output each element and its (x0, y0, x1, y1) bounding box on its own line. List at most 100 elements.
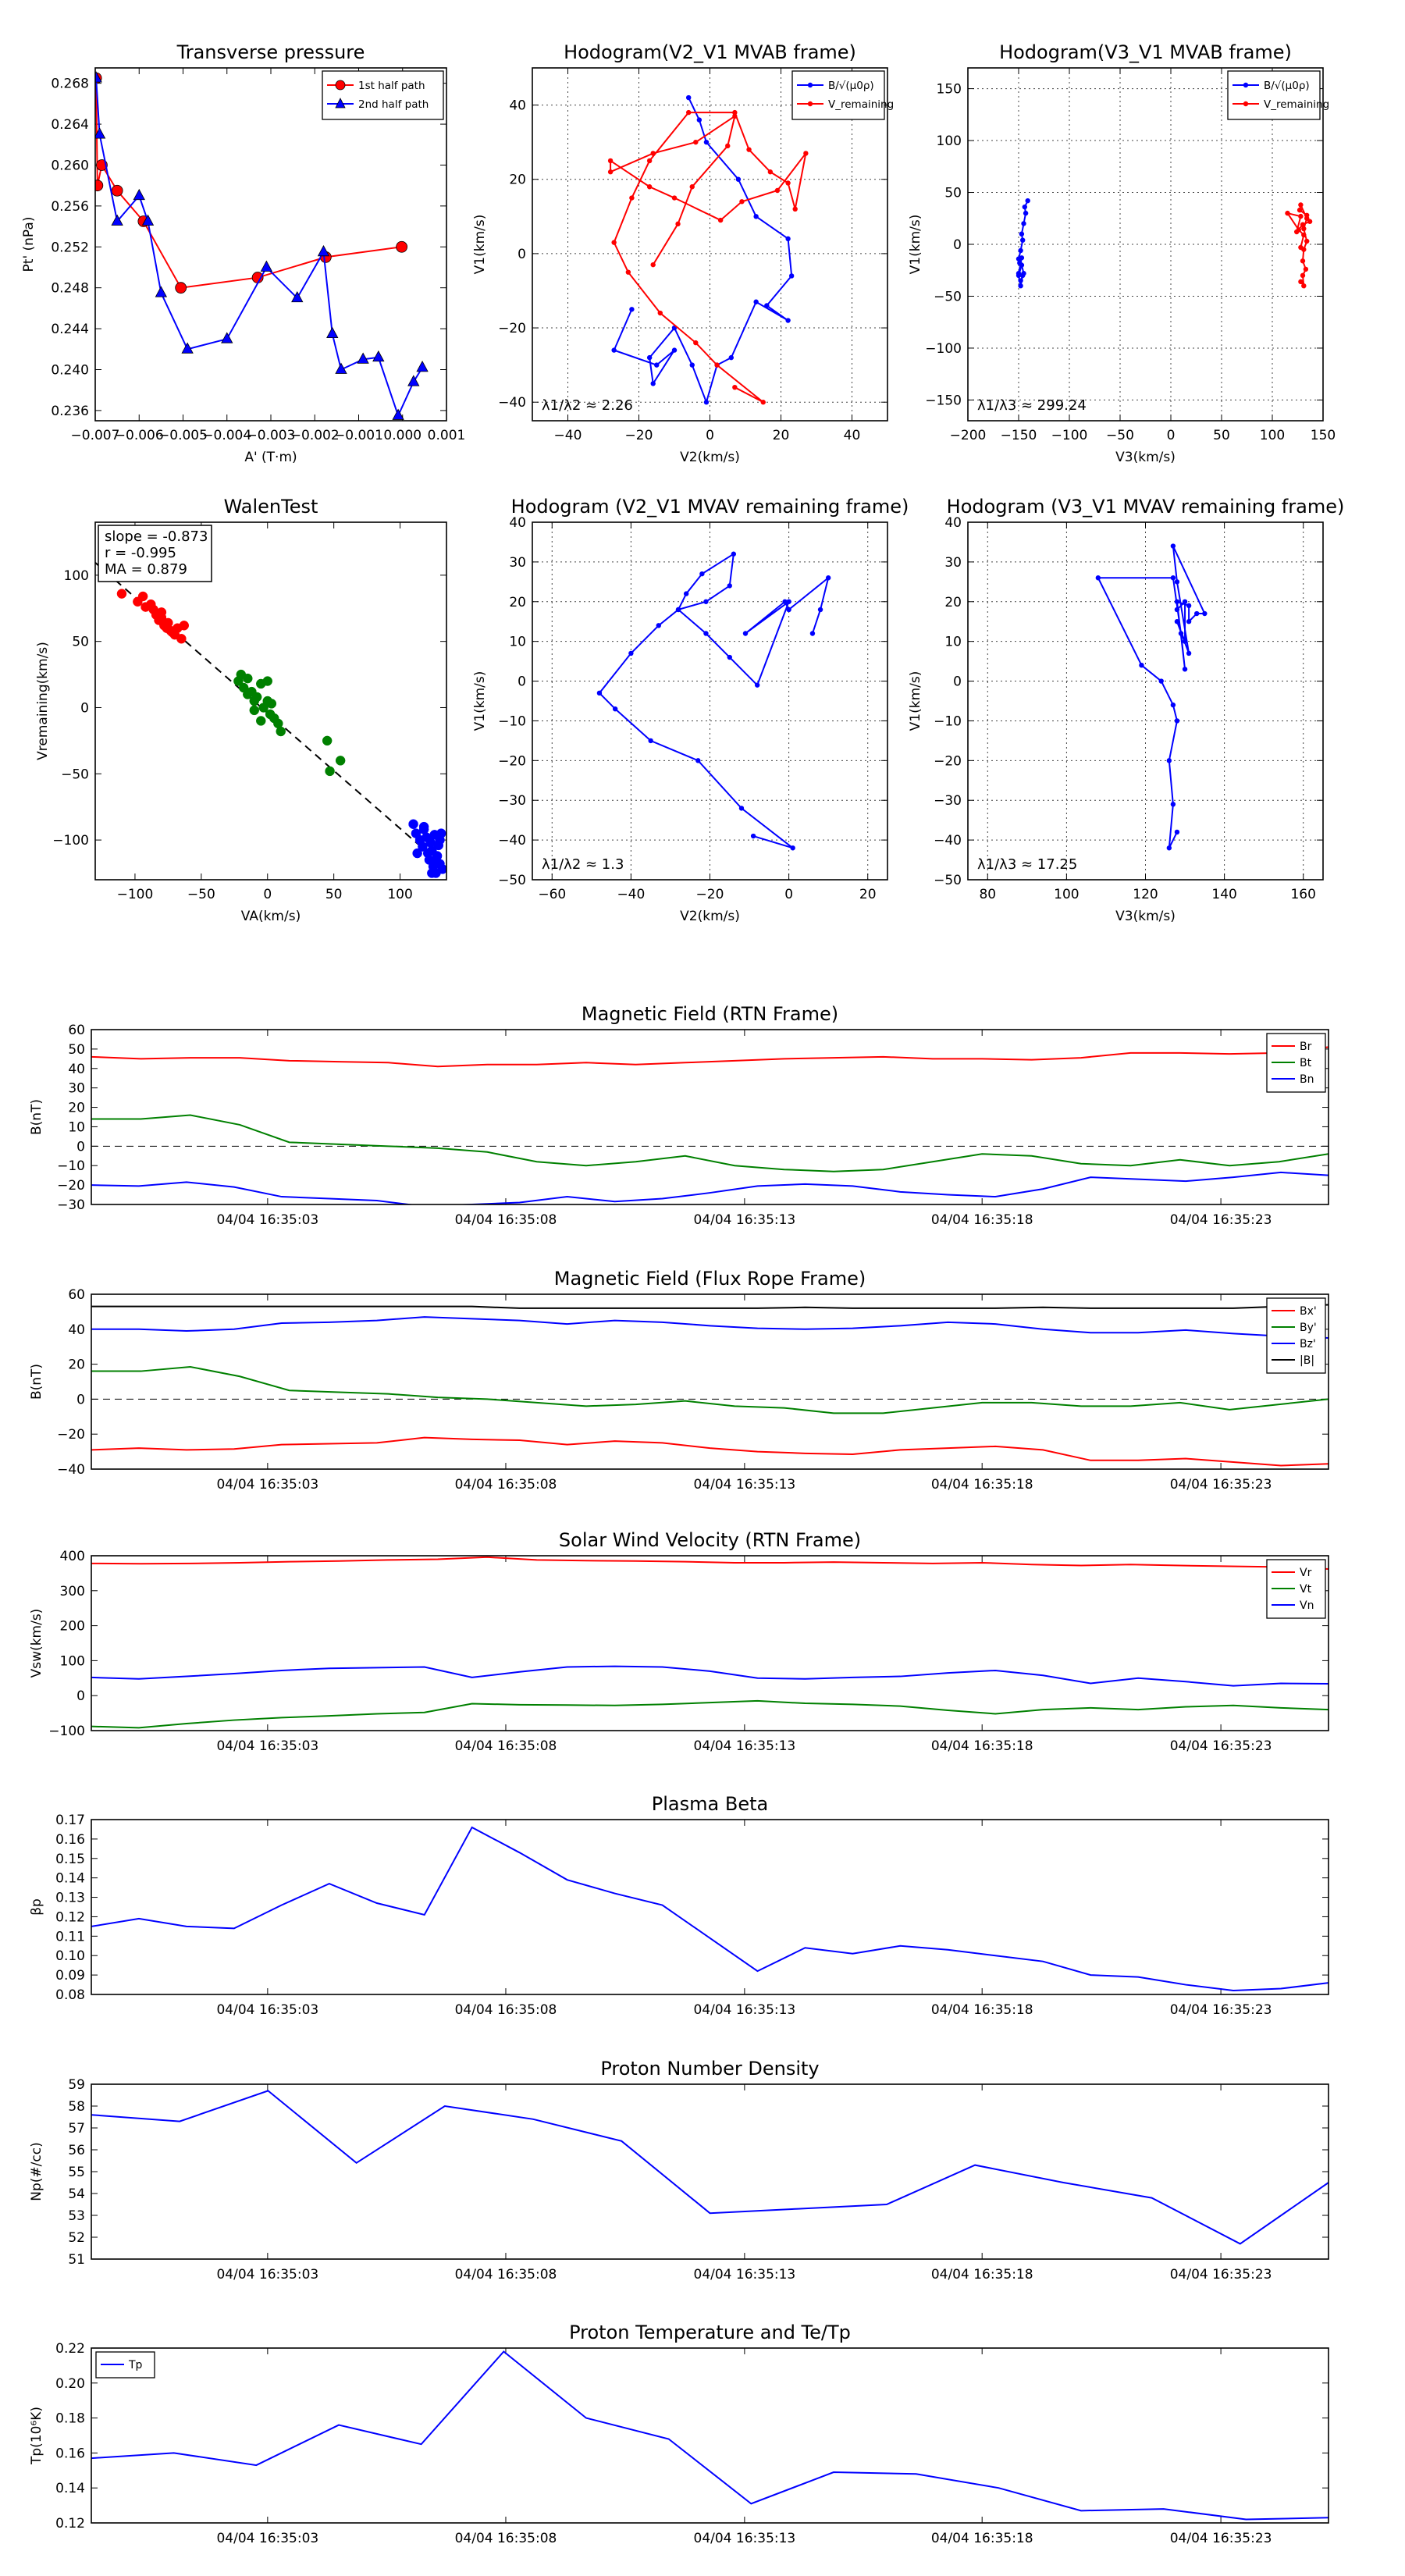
y-tick-label: 30 (944, 555, 962, 571)
data-point (266, 699, 277, 709)
data-point (1016, 272, 1022, 279)
series-b-0-line (613, 97, 793, 405)
y-tick-label: 200 (60, 1619, 85, 1635)
data-point (650, 381, 656, 386)
data-point (396, 240, 408, 253)
x-tick-label: −150 (1001, 428, 1037, 443)
data-point (696, 117, 702, 123)
data-point (753, 214, 759, 219)
data-point (650, 262, 656, 268)
data-point (1298, 202, 1304, 208)
y-axis-label: B(nT) (29, 1099, 44, 1135)
legend (1266, 1297, 1326, 1374)
data-point (746, 147, 752, 152)
data-point (437, 864, 446, 874)
y-tick-label: 0.15 (55, 1852, 85, 1867)
x-tick-label: −60 (538, 887, 566, 902)
data-point (1170, 543, 1176, 549)
data-point (1166, 758, 1172, 763)
y-tick-label: 0.16 (55, 2446, 85, 2461)
data-point (785, 236, 791, 242)
h21-data-layer (607, 94, 809, 405)
data-point (607, 169, 614, 175)
y-tick-label: 0.252 (51, 240, 89, 255)
x-tick-label: −0.005 (158, 428, 208, 443)
series-by-line (91, 1365, 1329, 1414)
y-tick-label: −40 (498, 395, 526, 411)
x-tick-label: 100 (1260, 428, 1285, 443)
y-tick-label: −40 (934, 833, 962, 849)
y-tick-label: 30 (68, 1081, 85, 1097)
x-tick-label: 100 (1054, 887, 1079, 902)
data-point (141, 214, 155, 226)
data-point (739, 199, 745, 205)
x-tick-label: 04/04 16:35:08 (455, 1477, 557, 1493)
data-point (790, 845, 795, 851)
data-point (1298, 244, 1304, 251)
data-point (1194, 610, 1200, 617)
y-tick-label: −30 (934, 793, 962, 809)
data-point (256, 716, 266, 726)
y-tick-label: 54 (68, 2186, 85, 2202)
y-tick-label: 0.268 (51, 76, 89, 92)
x-tick-label: 04/04 16:35:08 (455, 2531, 557, 2546)
data-point (785, 318, 791, 323)
np-data-layer (91, 2090, 1329, 2245)
data-point (1182, 667, 1188, 672)
series-s0-line (1097, 546, 1206, 849)
x-tick-label: −50 (187, 887, 215, 902)
data-point (1019, 255, 1025, 261)
data-point (774, 187, 781, 194)
series-vt-line (91, 1699, 1329, 1729)
data-point (675, 607, 681, 613)
data-point (179, 621, 190, 631)
data-point (728, 354, 734, 361)
data-point (155, 286, 168, 297)
h21-title: Hodogram(V2_V1 MVAB frame) (564, 41, 856, 63)
data-point (725, 143, 731, 149)
data-point (750, 833, 756, 839)
y-tick-label: −50 (498, 873, 526, 888)
y-tick-label: 0.244 (51, 322, 89, 337)
x-tick-label: 50 (1213, 428, 1230, 443)
series-vn-line (91, 1665, 1329, 1687)
data-point (1300, 272, 1306, 279)
data-point (742, 631, 749, 636)
data-point (1018, 247, 1023, 254)
data-point (693, 340, 699, 346)
y-tick-label: 100 (937, 133, 962, 149)
y-tick-label: −20 (498, 753, 526, 769)
y-tick-label: 0 (518, 674, 526, 690)
x-tick-label: −0.002 (290, 428, 340, 443)
y-tick-label: 58 (68, 2099, 85, 2115)
data-point (418, 821, 429, 832)
data-point (786, 607, 791, 613)
legend (791, 70, 885, 120)
data-point (1022, 204, 1028, 210)
data-point (671, 195, 678, 201)
x-tick-label: 04/04 16:35:18 (931, 2002, 1033, 2018)
tpt-title: Proton Temperature and Te/Tp (569, 2322, 851, 2343)
data-point (326, 326, 339, 339)
data-point (1301, 283, 1307, 289)
x-axis-label: VA(km/s) (241, 909, 301, 924)
series-br-line (91, 1046, 1329, 1068)
stats-box (98, 525, 212, 582)
x-tick-label: 80 (979, 887, 996, 902)
y-tick-label: 0.256 (51, 199, 89, 215)
data-point (1139, 663, 1144, 668)
x-tick-label: 20 (773, 428, 790, 443)
data-point (731, 551, 737, 557)
data-point (95, 180, 104, 192)
legend-marker (335, 98, 346, 109)
x-tick-label: 04/04 16:35:08 (455, 2267, 557, 2282)
x-tick-label: 04/04 16:35:13 (694, 2002, 796, 2018)
y-axis-label: V1(km/s) (472, 671, 488, 731)
legend-marker (807, 82, 813, 88)
data-point (276, 726, 286, 737)
x-tick-label: 04/04 16:35:23 (1170, 2531, 1272, 2546)
h21-plot-frame (532, 67, 888, 422)
y-tick-label: 20 (509, 173, 526, 188)
data-point (803, 151, 809, 156)
